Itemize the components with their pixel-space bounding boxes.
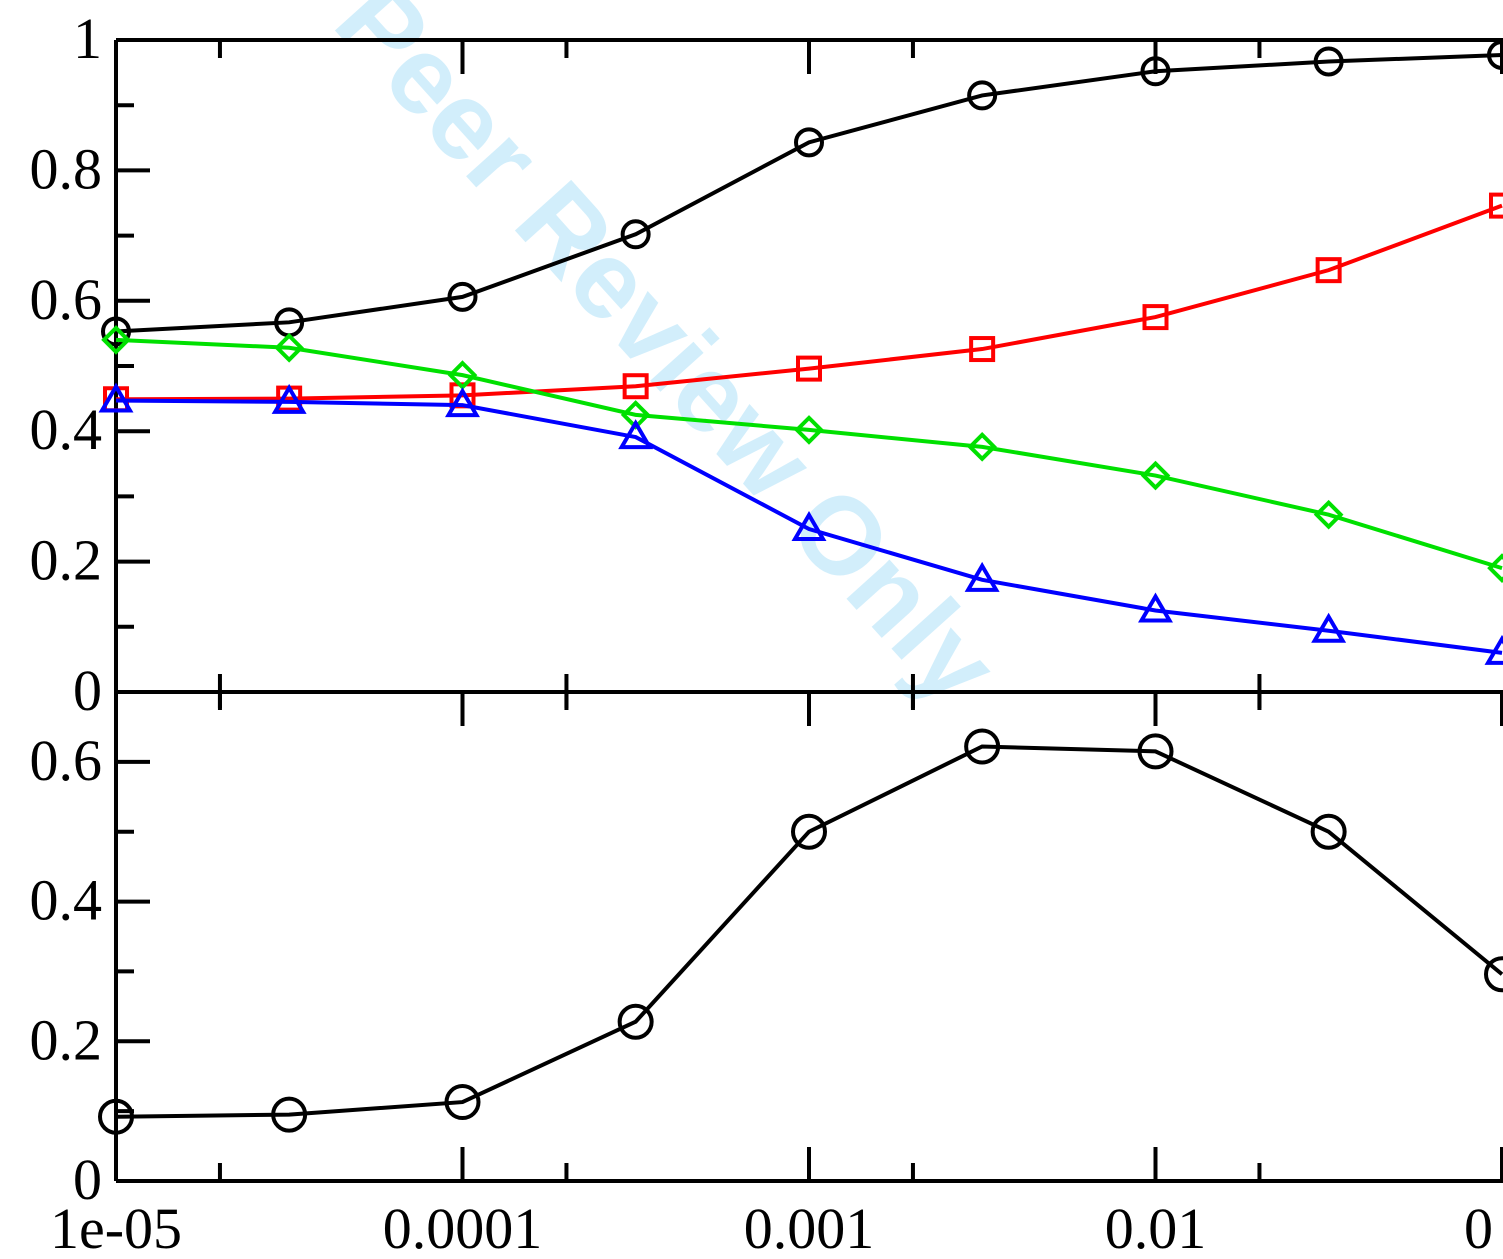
data-point [1484, 956, 1503, 993]
x-tick-label: 0 [1464, 1196, 1493, 1259]
series-3 [101, 325, 1503, 583]
data-point [1487, 39, 1503, 70]
data-point [271, 1096, 308, 1133]
data-point [447, 360, 478, 390]
top-panel: 0 0.2 0.4 0.6 0.8 1 [30, 6, 1503, 723]
y-tick-label: 0.6 [30, 728, 103, 793]
data-point [1138, 592, 1173, 623]
x-tick-label: 0.001 [744, 1196, 875, 1259]
data-point [101, 325, 131, 355]
watermark: Peer Review Only [312, 0, 1021, 727]
x-tick-label: 0.01 [1105, 1196, 1207, 1259]
data-point [964, 728, 1001, 765]
watermark-text: Peer Review Only [312, 0, 1021, 727]
data-point [101, 316, 131, 347]
series-line [115, 337, 1503, 571]
data-point [1313, 499, 1344, 530]
data-point [1310, 813, 1347, 850]
data-point [1484, 634, 1503, 665]
data-point [796, 355, 822, 382]
series-line [115, 203, 1503, 402]
series-layer [98, 39, 1503, 665]
data-point [622, 373, 649, 400]
data-point [1315, 257, 1342, 284]
data-point [967, 80, 998, 111]
series-4 [98, 382, 1503, 665]
x-tick-label: 1e-05 [50, 1196, 182, 1259]
series-1 [101, 39, 1503, 347]
data-point [1313, 46, 1344, 77]
data-point [1140, 56, 1171, 87]
y-tick-label: 0 [73, 1147, 102, 1212]
y-tick-label: 1 [73, 6, 102, 71]
data-point [1140, 460, 1171, 491]
data-point [445, 387, 480, 418]
series-line [115, 52, 1503, 334]
data-point [1311, 612, 1347, 643]
data-point [271, 383, 307, 414]
data-point [274, 332, 304, 363]
y-tick-label: 0.6 [30, 267, 103, 332]
data-point [1142, 304, 1169, 331]
data-point [1489, 192, 1503, 219]
data-point [620, 219, 651, 250]
data-point [964, 561, 1000, 592]
y-tick-label: 0.2 [30, 528, 103, 593]
x-tick-label: 0.0001 [383, 1196, 543, 1259]
series-1 [98, 728, 1503, 1135]
data-point [1487, 553, 1503, 583]
data-point [98, 382, 134, 413]
data-point [447, 281, 478, 312]
data-point [617, 1003, 654, 1040]
y-tick-label: 0.4 [30, 397, 103, 462]
y-tick-label: 0.2 [30, 1007, 103, 1072]
data-point [794, 127, 824, 158]
data-point [967, 432, 997, 462]
data-point [791, 813, 827, 850]
y-tick-label: 0.4 [30, 868, 103, 933]
series-2 [103, 192, 1503, 413]
data-point [98, 1098, 134, 1135]
bottom-panel: 0 0.2 0.4 0.6 1e-05 0.0001 0.001 0.01 0 [30, 690, 1503, 1259]
data-point [618, 419, 654, 450]
y-tick-label: 0 [73, 658, 102, 723]
series-line [115, 744, 1503, 1119]
series-line [115, 398, 1503, 655]
data-point [969, 336, 996, 363]
data-point [791, 511, 827, 541]
data-point [1137, 733, 1174, 770]
y-tick-label: 0.8 [30, 136, 103, 201]
series-layer [98, 728, 1503, 1135]
data-point [444, 1084, 481, 1121]
data-point [794, 415, 824, 445]
